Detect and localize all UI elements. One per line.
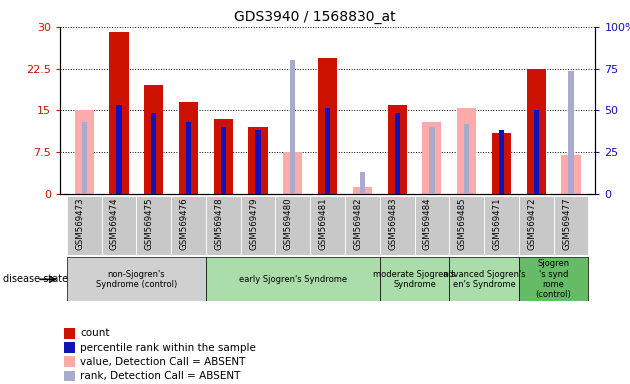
Bar bbox=[214, 119, 233, 194]
Text: GSM569473: GSM569473 bbox=[75, 197, 84, 250]
Bar bbox=[64, 371, 75, 381]
Text: GSM569481: GSM569481 bbox=[319, 197, 328, 250]
Text: GSM569471: GSM569471 bbox=[493, 197, 501, 250]
Text: non-Sjogren's
Syndrome (control): non-Sjogren's Syndrome (control) bbox=[96, 270, 177, 289]
Bar bbox=[110, 33, 129, 194]
Bar bbox=[554, 196, 588, 255]
Text: disease state: disease state bbox=[3, 274, 68, 285]
Text: GSM569472: GSM569472 bbox=[527, 197, 536, 250]
Bar bbox=[151, 113, 156, 194]
Bar bbox=[179, 102, 198, 194]
Text: GSM569477: GSM569477 bbox=[562, 197, 571, 250]
Bar bbox=[290, 60, 295, 194]
Bar bbox=[568, 71, 574, 194]
Bar bbox=[519, 196, 554, 255]
Bar bbox=[255, 130, 261, 194]
Bar bbox=[144, 85, 163, 194]
Bar bbox=[519, 257, 588, 301]
Bar bbox=[499, 130, 504, 194]
Text: count: count bbox=[81, 328, 110, 338]
Bar bbox=[81, 121, 87, 194]
Bar bbox=[275, 196, 310, 255]
Bar bbox=[310, 196, 345, 255]
Text: Sjogren
's synd
rome
(control): Sjogren 's synd rome (control) bbox=[536, 259, 571, 300]
Text: early Sjogren's Syndrome: early Sjogren's Syndrome bbox=[239, 275, 347, 284]
Text: GSM569484: GSM569484 bbox=[423, 197, 432, 250]
Text: moderate Sjogren's
Syndrome: moderate Sjogren's Syndrome bbox=[374, 270, 455, 289]
Text: GSM569483: GSM569483 bbox=[388, 197, 397, 250]
Bar bbox=[171, 196, 206, 255]
Bar bbox=[380, 257, 449, 301]
Text: value, Detection Call = ABSENT: value, Detection Call = ABSENT bbox=[81, 357, 246, 367]
Text: advanced Sjogren's
en's Syndrome: advanced Sjogren's en's Syndrome bbox=[443, 270, 525, 289]
Text: GSM569478: GSM569478 bbox=[214, 197, 223, 250]
Text: rank, Detection Call = ABSENT: rank, Detection Call = ABSENT bbox=[81, 371, 241, 381]
Text: GDS3940 / 1568830_at: GDS3940 / 1568830_at bbox=[234, 10, 396, 23]
Bar bbox=[318, 58, 337, 194]
Bar bbox=[64, 356, 75, 367]
Text: percentile rank within the sample: percentile rank within the sample bbox=[81, 343, 256, 353]
Bar bbox=[422, 121, 442, 194]
Bar bbox=[241, 196, 275, 255]
Text: GSM569474: GSM569474 bbox=[110, 197, 119, 250]
Bar bbox=[394, 113, 400, 194]
Text: GSM569485: GSM569485 bbox=[457, 197, 467, 250]
Bar bbox=[64, 328, 75, 339]
Text: GSM569480: GSM569480 bbox=[284, 197, 293, 250]
Bar bbox=[136, 196, 171, 255]
Bar bbox=[353, 187, 372, 194]
Bar bbox=[415, 196, 449, 255]
Bar bbox=[429, 127, 435, 194]
Text: GSM569476: GSM569476 bbox=[180, 197, 188, 250]
Bar bbox=[67, 196, 101, 255]
Bar bbox=[464, 124, 469, 194]
Bar bbox=[561, 155, 581, 194]
Bar bbox=[325, 108, 330, 194]
Bar bbox=[449, 196, 484, 255]
Bar bbox=[220, 127, 226, 194]
Bar bbox=[360, 172, 365, 194]
Bar bbox=[457, 108, 476, 194]
Bar bbox=[380, 196, 415, 255]
Bar bbox=[206, 257, 380, 301]
Bar bbox=[492, 133, 511, 194]
Text: GSM569479: GSM569479 bbox=[249, 197, 258, 250]
Bar bbox=[186, 121, 191, 194]
Bar bbox=[74, 111, 94, 194]
Text: GSM569482: GSM569482 bbox=[353, 197, 362, 250]
Bar bbox=[345, 196, 380, 255]
Bar bbox=[449, 257, 519, 301]
Bar bbox=[284, 152, 302, 194]
Text: GSM569475: GSM569475 bbox=[145, 197, 154, 250]
Bar bbox=[248, 127, 268, 194]
Bar bbox=[387, 105, 407, 194]
Bar bbox=[527, 69, 546, 194]
Bar bbox=[101, 196, 136, 255]
Bar bbox=[206, 196, 241, 255]
Bar bbox=[64, 342, 75, 353]
Bar bbox=[117, 105, 122, 194]
Bar bbox=[484, 196, 519, 255]
Bar bbox=[534, 111, 539, 194]
Bar bbox=[67, 257, 206, 301]
